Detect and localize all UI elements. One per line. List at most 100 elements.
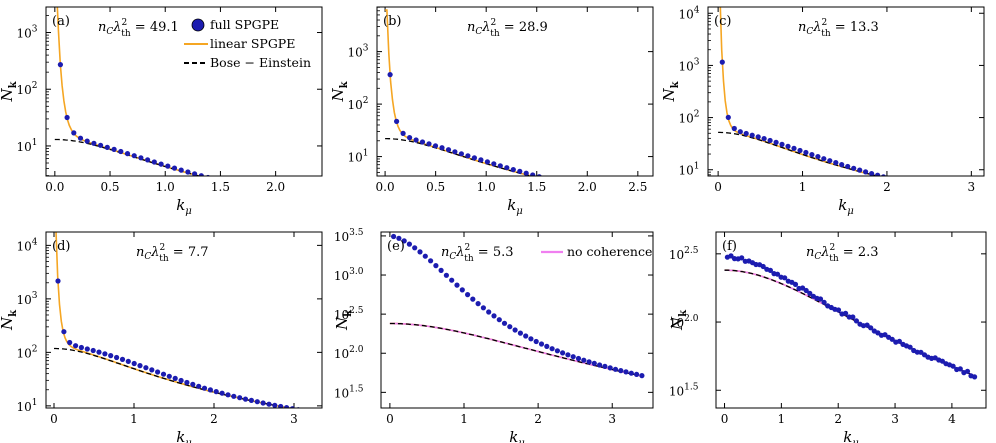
data-point (407, 135, 413, 141)
data-point (773, 139, 779, 145)
data-point (232, 182, 237, 187)
data-point (165, 163, 171, 169)
x-axis-label: kμ (176, 196, 192, 217)
data-point (90, 347, 96, 354)
data-point (439, 145, 445, 151)
panel-c: 0 1 2 3 101 102 103 104 (c) nCλ2 th = 13.3 kμ Nk (660, 5, 985, 217)
data-point (602, 363, 608, 369)
data-point (124, 151, 131, 157)
data-point (57, 62, 64, 68)
data-point (73, 343, 79, 349)
data-point (817, 296, 824, 302)
data-point (815, 154, 821, 160)
y-tick-label: 101 (16, 138, 37, 154)
y-tick-label: 104 (16, 237, 37, 253)
data-point (108, 353, 114, 359)
x-tick-label: 0 (50, 412, 58, 426)
data-point (749, 132, 755, 138)
data-point (184, 379, 190, 386)
data-point (422, 253, 428, 259)
data-point (192, 171, 198, 176)
data-point (523, 170, 529, 176)
data-point (198, 173, 204, 176)
data-point (792, 281, 799, 287)
data-point (91, 140, 97, 146)
data-point (78, 344, 84, 351)
data-point (512, 327, 518, 333)
data-point (84, 346, 90, 352)
data-point (560, 350, 566, 356)
data-point (428, 258, 434, 264)
x-axis-label: kμ (509, 428, 525, 443)
data-point (614, 192, 619, 197)
data-point (55, 278, 61, 284)
data-point (158, 161, 164, 167)
data-point (413, 137, 419, 143)
data-point (171, 165, 178, 171)
data-point (394, 118, 400, 124)
data-point (289, 406, 295, 408)
data-point (433, 263, 439, 269)
data-point (591, 360, 597, 366)
plot-area (718, 7, 958, 195)
x-tick-label: 0 (386, 412, 394, 426)
data-point (484, 159, 490, 165)
data-point (556, 179, 561, 184)
data-point (98, 142, 104, 148)
data-point (953, 190, 958, 195)
data-point (833, 160, 839, 166)
data-point (731, 125, 737, 132)
data-point (565, 352, 571, 358)
annotation: nCλ2 th = 7.7 (136, 243, 209, 264)
x-tick-label: 0 (721, 412, 729, 426)
data-point (471, 155, 477, 161)
data-point (391, 233, 397, 240)
data-point (767, 267, 774, 273)
plot-area (54, 232, 312, 414)
data-point (728, 253, 734, 259)
data-point (905, 180, 910, 185)
data-point (307, 409, 312, 414)
x-tick-label: 3 (968, 180, 976, 194)
data-point (497, 163, 503, 169)
data-point (426, 141, 432, 147)
data-point (71, 130, 77, 136)
y-axis-label: Nk (668, 309, 689, 331)
data-point (449, 277, 455, 283)
data-point (907, 344, 913, 350)
x-tick-label: 2 (534, 412, 542, 426)
x-axis-label: kμ (838, 196, 854, 217)
data-point (452, 149, 458, 155)
data-point (899, 179, 904, 184)
data-point (554, 348, 561, 354)
data-point (517, 330, 524, 336)
y-tick-label: 102.5 (334, 306, 364, 322)
data-point (185, 169, 191, 175)
data-point (306, 197, 311, 202)
data-point (260, 400, 266, 406)
data-point (550, 178, 555, 183)
data-point (84, 138, 90, 144)
data-point (779, 141, 785, 147)
data-point (536, 174, 542, 176)
x-tick-label: 1 (799, 180, 807, 194)
x-tick-label: 0.5 (100, 180, 119, 194)
data-point (725, 114, 731, 120)
panel-label: (e) (387, 239, 405, 254)
legend: no coherence (541, 244, 652, 259)
data-point (178, 167, 184, 173)
data-point (196, 383, 202, 389)
panel-label: (f) (722, 239, 737, 254)
data-point (96, 349, 102, 355)
y-tick-label: 102 (16, 81, 37, 97)
data-point (454, 282, 460, 288)
data-point (807, 290, 813, 296)
data-point (465, 292, 471, 298)
data-point (549, 346, 555, 352)
annotation: nCλ2 th = 28.9 (467, 18, 548, 39)
data-point (417, 249, 423, 255)
data-point (302, 408, 307, 413)
data-point (470, 296, 476, 302)
data-point (868, 325, 874, 331)
x-tick-label: 1.0 (477, 180, 496, 194)
